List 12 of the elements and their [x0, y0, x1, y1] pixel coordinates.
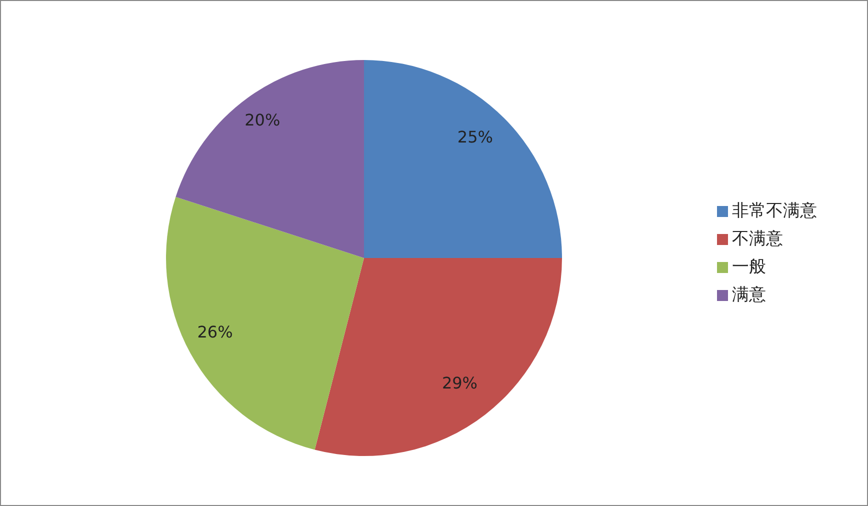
- data-label: 26%: [197, 322, 233, 342]
- data-label: 29%: [442, 373, 478, 392]
- legend-label: 满意: [732, 285, 766, 305]
- pie-slice: [166, 196, 364, 450]
- pie-slice: [314, 258, 562, 456]
- data-label: 25%: [457, 127, 493, 146]
- legend-label: 一般: [732, 257, 766, 277]
- legend-label: 不满意: [732, 229, 783, 249]
- data-label: 20%: [244, 110, 280, 130]
- legend-label: 非常不满意: [732, 201, 817, 221]
- pie-slice: [364, 60, 562, 258]
- pie-slice: [176, 60, 364, 258]
